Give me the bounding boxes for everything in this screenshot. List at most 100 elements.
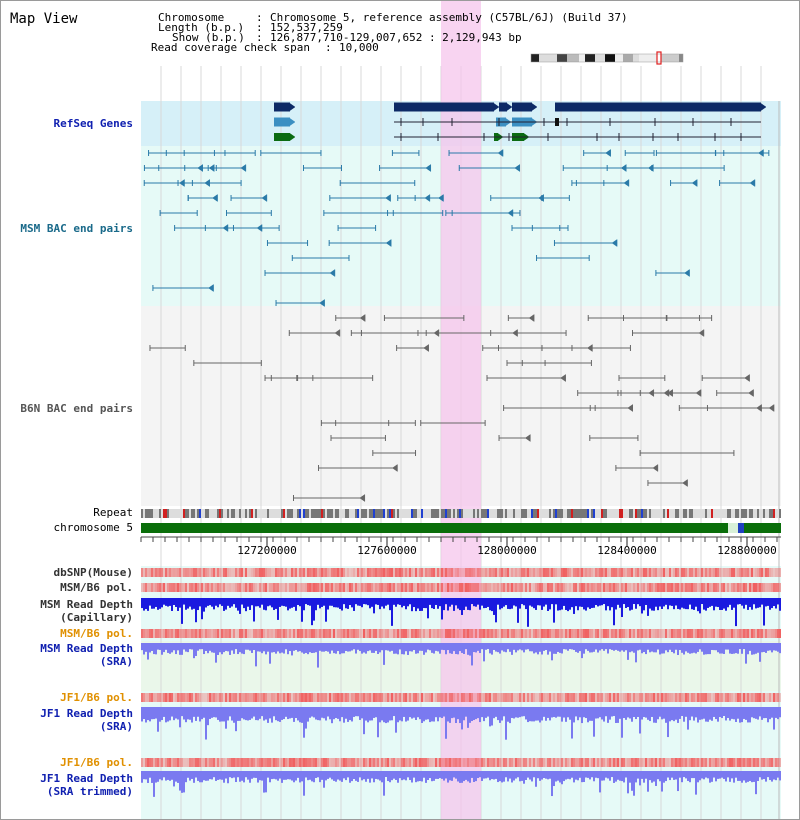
msm-b6-pol-2-heat-mark [147, 629, 149, 638]
msm-sra-depth-bar [161, 643, 163, 655]
msm-b6-pol-2-heat-mark [247, 629, 249, 638]
bac-end-arrow-icon [497, 149, 504, 157]
repeat-mark [519, 509, 521, 518]
msm-capillary-depth-bar [667, 598, 669, 610]
jf1-sra-depth-bar [233, 707, 235, 723]
jf1-trimmed-depth-bar [339, 771, 341, 781]
msm-capillary-depth-bar [273, 598, 275, 611]
track-label-msm-bac[interactable]: MSM BAC end pairs [20, 222, 133, 235]
msm-sra-depth-bar [175, 643, 177, 655]
jf1-trimmed-depth-bar [597, 771, 599, 779]
repeat-mark [747, 509, 749, 518]
msm-capillary-depth-bar [695, 598, 697, 607]
msm-sra-depth-bar [367, 643, 369, 652]
repeat-mark [711, 509, 713, 518]
msm-b6-pol-heat-mark [667, 583, 669, 592]
track-label-b6n-bac[interactable]: B6N BAC end pairs [20, 402, 133, 415]
msm-capillary-depth-bar [645, 598, 647, 605]
repeat-mark [755, 509, 757, 518]
repeat-mark [481, 509, 483, 518]
map-view-title: Map View [10, 11, 78, 27]
msm-capillary-depth-bar [579, 598, 581, 607]
track-label-refseq-genes[interactable]: RefSeq Genes [53, 117, 133, 130]
dbsnp-heat-mark [741, 568, 743, 577]
jf1-b6-pol-heat-mark [347, 693, 349, 702]
jf1-sra-depth-bar [749, 707, 751, 723]
dbsnp-heat-mark [325, 568, 327, 577]
msm-b6-pol-heat-mark [147, 583, 149, 592]
repeat-mark [739, 509, 741, 518]
msm-b6-pol-2-heat-mark [725, 629, 727, 638]
jf1-b6-pol-2-heat-mark [201, 758, 203, 767]
msm-b6-pol-2-heat-mark [597, 629, 599, 638]
msm-sra-depth-bar [759, 643, 761, 662]
dbsnp-heat-mark [495, 568, 497, 577]
msm-b6-pol-heat-mark [181, 583, 183, 592]
msm-capillary-depth-bar [725, 598, 727, 611]
repeat-mark [563, 509, 565, 518]
dbsnp-heat-mark [763, 568, 765, 577]
jf1-b6-pol-2-heat-mark [699, 758, 701, 767]
msm-capillary-depth-bar [193, 598, 195, 609]
jf1-trimmed-depth-bar [479, 771, 481, 778]
msm-capillary-depth-bar [649, 598, 651, 609]
gene-strand-arrow-icon [289, 103, 296, 111]
jf1-sra-depth-bar [357, 707, 359, 717]
dbsnp-heat-mark [433, 568, 435, 577]
gene-strand-arrow-icon [506, 103, 513, 111]
jf1-b6-pol-2-heat-mark [315, 758, 317, 767]
msm-b6-pol-2-heat-mark [223, 629, 225, 638]
msm-b6-pol-2-heat-mark [505, 629, 507, 638]
jf1-b6-pol-heat-mark [497, 693, 499, 702]
jf1-b6-pol-2-heat-mark [545, 758, 547, 767]
dbsnp-heat-mark [657, 568, 659, 577]
dbsnp-heat-mark [575, 568, 577, 577]
jf1-sra-depth-bar [317, 707, 319, 721]
jf1-trimmed-depth-bar [285, 771, 287, 780]
jf1-b6-pol-2-heat-mark [629, 758, 631, 767]
msm-b6-pol-heat-mark [261, 583, 263, 592]
msm-sra-depth-bar [305, 643, 307, 653]
msm-b6-pol-heat-mark [671, 583, 673, 592]
msm-b6-pol-2-heat-mark [375, 629, 377, 638]
msm-capillary-depth-bar [673, 598, 675, 610]
msm-b6-pol-heat-mark [171, 583, 173, 592]
msm-sra-depth-bar [409, 643, 411, 652]
repeat-mark [503, 509, 505, 518]
msm-capillary-depth-bar [511, 598, 513, 609]
msm-capillary-depth-bar [299, 598, 301, 607]
jf1-trimmed-depth-bar [369, 771, 371, 783]
jf1-sra-depth-bar [777, 707, 779, 720]
msm-b6-pol-2-heat-mark [379, 629, 381, 638]
msm-b6-pol-2-heat-mark [349, 629, 351, 638]
repeat-mark [361, 509, 363, 518]
jf1-trimmed-depth-bar [371, 771, 373, 779]
repeat-mark [329, 509, 331, 518]
repeat-mark [141, 509, 143, 518]
repeat-mark [291, 509, 293, 518]
msm-b6-pol-2-heat-mark [617, 629, 619, 638]
jf1-b6-pol-heat-mark [715, 693, 717, 702]
msm-b6-pol-2-heat-mark [285, 629, 287, 638]
repeat-mark [353, 509, 355, 518]
jf1-sra-depth-bar [475, 707, 477, 720]
repeat-mark [757, 509, 759, 518]
dbsnp-heat-mark [643, 568, 645, 577]
jf1-trimmed-depth-bar [395, 771, 397, 780]
jf1-b6-pol-2-heat-mark [231, 758, 233, 767]
msm-sra-depth-bar [683, 643, 685, 655]
jf1-sra-depth-bar [297, 707, 299, 721]
jf1-trimmed-depth-bar [473, 771, 475, 782]
msm-b6-pol-heat-mark [329, 583, 331, 592]
msm-sra-depth-bar [443, 643, 445, 651]
jf1-b6-pol-2-heat-mark [177, 758, 179, 767]
jf1-trimmed-depth-bar [141, 771, 143, 783]
jf1-b6-pol-heat-mark [585, 693, 587, 702]
msm-b6-pol-2-heat-mark [669, 629, 671, 638]
msm-capillary-depth-bar [705, 598, 707, 611]
msm-sra-depth-bar [167, 643, 169, 653]
jf1-trimmed-depth-bar [165, 771, 167, 781]
jf1-trimmed-depth-bar [147, 771, 149, 783]
msm-sra-depth-bar [777, 643, 779, 652]
